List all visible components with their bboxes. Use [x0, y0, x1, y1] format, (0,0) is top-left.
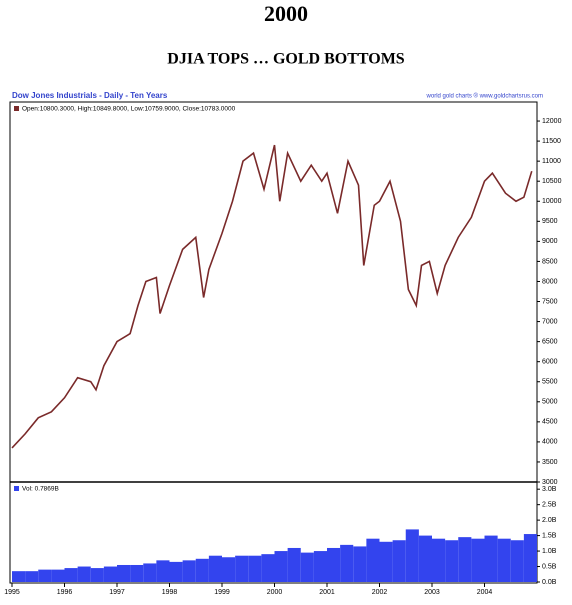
volume-bar: [497, 538, 511, 582]
plot-frame: [9, 101, 538, 584]
y-tick-label: 5500: [542, 379, 558, 386]
legend-swatch: [14, 486, 19, 491]
y-tick-label: 3.0B: [542, 486, 557, 493]
volume-bar: [248, 555, 262, 582]
volume-bar: [103, 566, 117, 582]
x-tick-label: 2001: [319, 589, 335, 596]
x-tick-label: 1998: [162, 589, 178, 596]
volume-bar: [300, 552, 314, 582]
volume-bar: [523, 534, 537, 582]
volume-bar: [143, 563, 157, 582]
volume-bar: [287, 547, 301, 582]
y-tick-label: 10500: [542, 178, 562, 185]
y-tick-label: 7500: [542, 298, 558, 305]
volume-bar: [90, 568, 104, 582]
volume-bar: [208, 555, 222, 582]
volume-bar: [340, 544, 354, 582]
x-tick-label: 2002: [372, 589, 388, 596]
volume-bar: [12, 571, 26, 582]
x-tick-label: 1995: [4, 589, 20, 596]
volume-bar: [353, 546, 367, 582]
x-tick-label: 1996: [57, 589, 73, 596]
page-subtitle: DJIA TOPS … GOLD BOTTOMS: [167, 51, 405, 68]
y-tick-label: 3500: [542, 459, 558, 466]
volume-bar: [405, 529, 419, 582]
x-tick-label: 2004: [477, 589, 493, 596]
volume-bar: [445, 540, 459, 582]
volume-bar: [222, 557, 236, 582]
y-tick-label: 9500: [542, 218, 558, 225]
volume-bar: [64, 568, 78, 582]
y-tick-label: 1.5B: [542, 532, 557, 539]
y-tick-label: 0.0B: [542, 579, 557, 586]
price-line: [11, 144, 533, 449]
volume-bar: [130, 564, 144, 582]
y-tick-label: 7000: [542, 318, 558, 325]
legend-label: Vol: 0.7869B: [22, 486, 59, 493]
volume-bar: [51, 569, 65, 582]
y-tick-label: 11500: [542, 138, 561, 145]
volume-bar: [38, 569, 52, 582]
y-tick-label: 1.0B: [542, 548, 557, 555]
y-tick-label: 0.5B: [542, 563, 557, 570]
y-tick-label: 9000: [542, 238, 558, 245]
volume-bar: [418, 535, 432, 582]
chart-title: Dow Jones Industrials - Daily - Ten Year…: [12, 91, 168, 100]
x-tick-label: 2003: [424, 589, 440, 596]
volume-bar: [235, 555, 249, 582]
page-title: 2000: [264, 1, 308, 26]
volume-bar: [471, 538, 485, 582]
y-tick-label: 10000: [542, 198, 562, 205]
volume-bar: [182, 560, 196, 582]
volume-bar: [327, 547, 341, 582]
volume-bar: [379, 541, 393, 582]
y-tick-label: 5000: [542, 399, 558, 406]
y-tick-label: 8500: [542, 258, 558, 265]
y-tick-label: 6500: [542, 338, 558, 345]
x-tick-label: 1997: [109, 589, 125, 596]
y-tick-label: 4500: [542, 419, 558, 426]
volume-bar: [510, 540, 524, 582]
x-tick-label: 2000: [267, 589, 283, 596]
volume-bar: [458, 537, 472, 582]
volume-bar: [392, 540, 406, 582]
y-tick-label: 8000: [542, 278, 558, 285]
y-tick-label: 2.0B: [542, 517, 557, 524]
y-tick-label: 4000: [542, 439, 558, 446]
volume-bar: [77, 566, 91, 582]
volume-bar: [25, 571, 39, 582]
volume-bar: [169, 561, 183, 582]
y-tick-label: 2.5B: [542, 502, 557, 509]
volume-bar: [274, 551, 288, 582]
volume-bar: [432, 538, 446, 582]
volume-bar: [313, 551, 327, 582]
y-tick-label: 6000: [542, 359, 558, 366]
y-tick-label: 11000: [542, 158, 561, 165]
volume-bar: [366, 538, 380, 582]
y-tick-label: 12000: [542, 118, 562, 125]
chart-source: world gold charts ® www.goldchartsrus.co…: [426, 93, 543, 100]
legend-label: Open:10800.3000, High:10849.8000, Low:10…: [22, 106, 236, 113]
x-tick-label: 1999: [214, 589, 230, 596]
volume-bar: [195, 558, 209, 582]
volume-bar: [261, 554, 275, 582]
y-tick-label: 3000: [542, 479, 558, 486]
volume-bar: [484, 535, 498, 582]
legend-swatch: [14, 106, 19, 111]
volume-bar: [156, 560, 170, 582]
volume-bar: [117, 564, 131, 582]
